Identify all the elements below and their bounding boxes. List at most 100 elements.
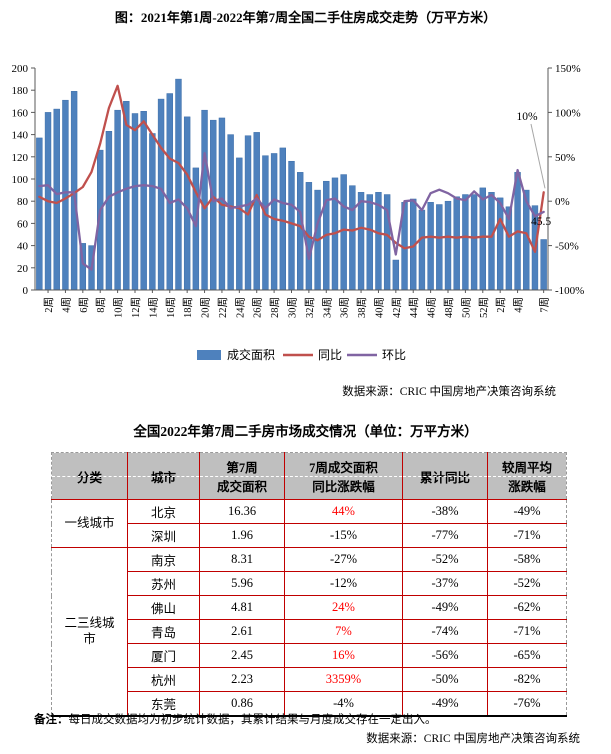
x-tick-label: 24周 [234, 297, 246, 318]
bar-week-17 [175, 78, 182, 291]
bar-week-4 [62, 99, 69, 291]
left-axis-label: 120 [12, 152, 29, 164]
table-row-南京: 二三线城市 南京 8.31 -27% -52% -58% [51, 547, 567, 717]
bar-week-16 [166, 93, 173, 291]
bar-week-27 [262, 155, 269, 291]
left-axis-label: 60 [17, 218, 29, 230]
header-cell-3: 第7周 成交面积 [199, 452, 285, 500]
x-tick-label: 8周 [95, 297, 107, 313]
mom-line [38, 152, 545, 271]
bar-week-46 [427, 202, 434, 291]
area-cell: 16.36 [199, 499, 285, 524]
bar-week-23 [227, 134, 234, 291]
x-tick-label: 2周 [43, 297, 55, 313]
callout-line [530, 123, 546, 189]
right-axis-label: 50% [555, 152, 575, 164]
bar-week-29 [279, 147, 286, 291]
weekly-avg-cell: -49% [487, 499, 567, 524]
table-row-东莞: 东莞 0.86 -4% -49% -76% [52, 691, 567, 717]
x-tick-label: 50周 [460, 297, 472, 318]
table-row-深圳: 深圳 1.96 -15% -77% -71% [52, 523, 567, 548]
table-row-青岛: 青岛 2.61 7% -74% -71% [52, 619, 567, 644]
group-cell-二三线城市: 二三线城市 [51, 547, 128, 717]
left-axis-label: 160 [12, 107, 29, 119]
x-tick-label: 32周 [304, 297, 316, 318]
bar-week-31 [297, 172, 304, 291]
bar-week-10 [114, 109, 121, 291]
header-cell-2: 城市 [127, 452, 200, 500]
x-tick-label: 44周 [408, 297, 420, 318]
bar-week-54 [496, 197, 504, 291]
table-note: 备注：每日成交数据均为初步统计数据，其累计结果与月度成交存在一定出入。 [34, 711, 437, 727]
x-tick-label: 34周 [321, 297, 333, 318]
yoy-cell: 24% [284, 595, 403, 620]
yoy-cell: -12% [284, 571, 403, 596]
bar-week-20 [201, 109, 208, 291]
left-axis-label: 200 [12, 63, 29, 75]
left-axis-label: 140 [12, 130, 29, 142]
x-tick-label: 38周 [356, 297, 368, 318]
yoy-cell: -4% [284, 691, 403, 717]
x-tick-label: 2周 [495, 297, 507, 313]
x-tick-label: 7周 [539, 297, 551, 313]
area-cell: 2.45 [199, 643, 285, 668]
x-tick-label: 48周 [443, 297, 455, 318]
weekly-avg-cell: -58% [487, 547, 567, 572]
legend-label-area: 成交面积 [227, 347, 275, 362]
yoy-cell: 16% [284, 643, 403, 668]
right-axis-label: 0% [555, 196, 570, 208]
note-label: 备注： [34, 714, 69, 726]
bar-week-47 [436, 204, 443, 291]
bar-week-18 [183, 116, 191, 291]
table-title: 全国2022年第7周二手房市场成交情况（单位：万平方米） [133, 424, 478, 439]
yoy-cell: -15% [284, 523, 403, 548]
weekly-avg-cell: -62% [487, 595, 567, 620]
city-cell: 佛山 [127, 595, 200, 620]
weekly-avg-cell: -82% [487, 667, 567, 692]
cum-yoy-cell: -38% [402, 499, 488, 524]
bar-week-53 [488, 192, 495, 291]
left-axis-label: 40 [17, 241, 29, 253]
x-tick-label: 46周 [426, 297, 438, 318]
bar-week-12 [131, 113, 139, 291]
area-cell: 0.86 [199, 691, 285, 717]
cum-yoy-cell: -74% [402, 619, 488, 644]
bar-week-38 [357, 192, 365, 291]
chart-title: 图：2021年第1周-2022年第7周全国二手住房成交走势（万平方米） [114, 10, 497, 25]
cum-yoy-cell: -49% [402, 691, 488, 717]
legend-swatch-area [197, 350, 221, 360]
weekly-avg-cell: -71% [487, 619, 567, 644]
table-row-佛山: 佛山 4.81 24% -49% -62% [52, 595, 567, 620]
table-row-北京: 一线城市 北京 16.36 44% -38% -49% [51, 499, 567, 548]
x-tick-label: 10周 [113, 297, 125, 318]
chart-source: 数据来源：CRIC 中国房地产决策咨询系统 [342, 386, 556, 398]
cum-yoy-cell: -52% [402, 547, 488, 572]
x-tick-label: 6周 [78, 297, 90, 313]
bar-week-9 [105, 131, 113, 291]
bar-week-14 [149, 133, 156, 291]
bar-week-36 [340, 174, 347, 291]
left-axis-label: 100 [12, 174, 29, 186]
city-cell: 青岛 [127, 619, 200, 644]
bar-week-39 [366, 194, 373, 291]
cum-yoy-cell: -77% [402, 523, 488, 548]
yoy-cell: 44% [284, 499, 403, 524]
area-cell: 5.96 [199, 571, 285, 596]
legend-label-yoy: 同比 [318, 348, 342, 362]
table-source: 数据来源：CRIC 中国房地产决策咨询系统 [366, 733, 580, 745]
x-tick-label: 4周 [60, 297, 72, 313]
weekly-avg-cell: -65% [487, 643, 567, 668]
yoy-cell: 3359% [284, 667, 403, 692]
bar-week-21 [210, 119, 217, 291]
group-cell-一线城市: 一线城市 [51, 499, 128, 548]
table-row-苏州: 苏州 5.96 -12% -37% -52% [52, 571, 567, 596]
left-axis-label: 20 [17, 263, 29, 275]
x-tick-label: 20周 [200, 297, 212, 318]
x-tick-label: 40周 [373, 297, 385, 318]
yoy-cell: -27% [284, 547, 403, 572]
table-body: 一线城市 北京 16.36 44% -38% -49% 深圳 1.96 -15% -77% -71%… [51, 499, 567, 717]
right-axis-label: -100% [555, 285, 584, 297]
market-table: 分类 城市 第7周 成交面积 7周成交面积 同比涨跌幅 累计同比 较周平均 涨跌幅 一线城市 北京… [51, 452, 567, 717]
yoy-line [38, 84, 545, 253]
x-tick-label: 14周 [147, 297, 159, 318]
